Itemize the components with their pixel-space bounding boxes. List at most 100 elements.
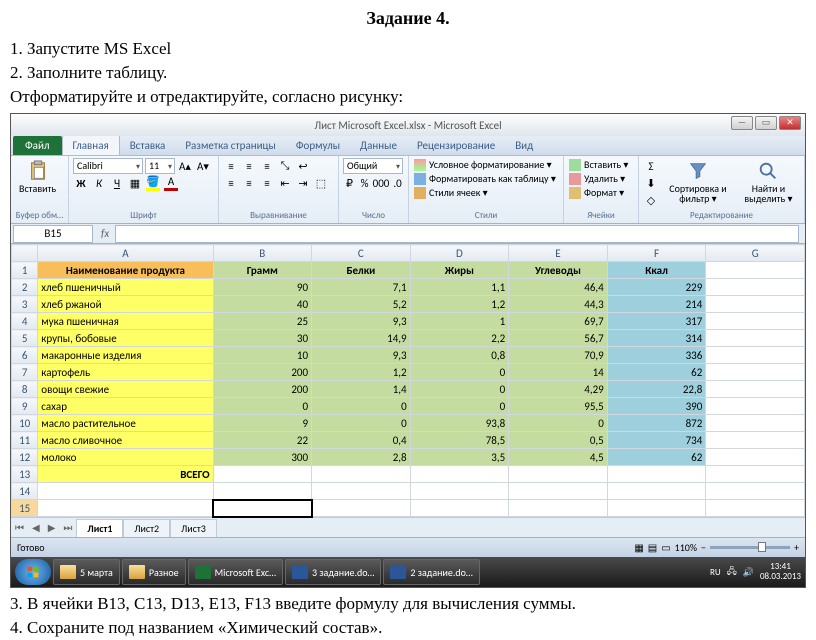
row-header-1[interactable]: 1 xyxy=(12,262,38,279)
find-select-button[interactable]: Найти и выделить ▾ xyxy=(737,158,800,206)
cell-C3[interactable]: 5,2 xyxy=(312,296,411,313)
cell-D13[interactable] xyxy=(410,466,509,483)
row-header-9[interactable]: 9 xyxy=(12,398,38,415)
row-header-12[interactable]: 12 xyxy=(12,449,38,466)
merge-icon[interactable]: ⬚ xyxy=(313,175,329,191)
cell-E13[interactable] xyxy=(509,466,608,483)
cell-A5[interactable]: крупы, бобовые xyxy=(38,330,213,347)
tab-data[interactable]: Данные xyxy=(350,136,407,155)
cell-E10[interactable]: 0 xyxy=(509,415,608,432)
row-header-11[interactable]: 11 xyxy=(12,432,38,449)
cell-D12[interactable]: 3,5 xyxy=(410,449,509,466)
cell-A3[interactable]: хлеб ржаной xyxy=(38,296,213,313)
row-header-14[interactable]: 14 xyxy=(12,483,38,500)
tab-formulas[interactable]: Формулы xyxy=(286,136,350,155)
cell-G5[interactable] xyxy=(706,330,805,347)
cell-C13[interactable] xyxy=(312,466,411,483)
cell-D4[interactable]: 1 xyxy=(410,313,509,330)
cell-C4[interactable]: 9,3 xyxy=(312,313,411,330)
format-cells-button[interactable]: Формат ▾ xyxy=(568,186,634,199)
cell-B14[interactable] xyxy=(213,483,312,500)
cell-B2[interactable]: 90 xyxy=(213,279,312,296)
cell-D3[interactable]: 1,2 xyxy=(410,296,509,313)
cell-B11[interactable]: 22 xyxy=(213,432,312,449)
italic-icon[interactable]: К xyxy=(91,175,107,191)
fill-color-icon[interactable]: 🪣 xyxy=(145,175,161,191)
cell-G1[interactable] xyxy=(706,262,805,279)
format-table-button[interactable]: Форматировать как таблицу ▾ xyxy=(413,172,559,185)
cell-B15[interactable] xyxy=(213,500,312,517)
tab-insert[interactable]: Вставка xyxy=(120,136,176,155)
cell-F15[interactable] xyxy=(607,500,706,517)
cell-E9[interactable]: 95,5 xyxy=(509,398,608,415)
clear-icon[interactable]: ◇ xyxy=(643,192,659,208)
cell-G6[interactable] xyxy=(706,347,805,364)
taskbar-folder-2[interactable]: Разное xyxy=(122,559,186,585)
cell-G7[interactable] xyxy=(706,364,805,381)
row-header-15[interactable]: 15 xyxy=(12,500,38,517)
wrap-text-icon[interactable]: ↩ xyxy=(295,158,311,174)
cell-G13[interactable] xyxy=(706,466,805,483)
tab-file[interactable]: Файл xyxy=(13,136,62,155)
cell-F10[interactable]: 872 xyxy=(607,415,706,432)
delete-cells-button[interactable]: Удалить ▾ xyxy=(568,172,634,185)
cell-G15[interactable] xyxy=(706,500,805,517)
view-layout-icon[interactable]: ▤ xyxy=(648,541,657,554)
col-header-D[interactable]: D xyxy=(410,245,509,262)
col-header-A[interactable]: A xyxy=(38,245,213,262)
row-header-10[interactable]: 10 xyxy=(12,415,38,432)
paste-button[interactable]: Вставить xyxy=(15,158,60,196)
view-normal-icon[interactable]: ▦ xyxy=(634,541,643,554)
cell-E11[interactable]: 0,5 xyxy=(509,432,608,449)
tray-net-icon[interactable]: 🖧 xyxy=(727,564,737,580)
taskbar-excel[interactable]: Microsoft Exc… xyxy=(188,559,283,585)
cell-E8[interactable]: 4,29 xyxy=(509,381,608,398)
zoom-level[interactable]: 110% xyxy=(675,541,697,554)
cell-A10[interactable]: масло растительное xyxy=(38,415,213,432)
cell-B8[interactable]: 200 xyxy=(213,381,312,398)
cell-C9[interactable]: 0 xyxy=(312,398,411,415)
font-name-select[interactable]: Calibri xyxy=(73,158,143,174)
fx-icon[interactable]: fx xyxy=(95,227,115,240)
cell-E1[interactable]: Углеводы xyxy=(509,262,608,279)
row-header-13[interactable]: 13 xyxy=(12,466,38,483)
align-left-icon[interactable]: ≡ xyxy=(223,175,239,191)
taskbar-word-1[interactable]: 3 задание.do… xyxy=(285,559,381,585)
align-right-icon[interactable]: ≡ xyxy=(259,175,275,191)
cell-A7[interactable]: картофель xyxy=(38,364,213,381)
cell-E2[interactable]: 46,4 xyxy=(509,279,608,296)
formula-bar[interactable] xyxy=(115,225,799,243)
row-header-6[interactable]: 6 xyxy=(12,347,38,364)
cell-C2[interactable]: 7,1 xyxy=(312,279,411,296)
cell-G8[interactable] xyxy=(706,381,805,398)
row-header-4[interactable]: 4 xyxy=(12,313,38,330)
cell-E4[interactable]: 69,7 xyxy=(509,313,608,330)
col-header-C[interactable]: C xyxy=(312,245,411,262)
taskbar-folder-1[interactable]: 5 марта xyxy=(53,559,120,585)
cell-B4[interactable]: 25 xyxy=(213,313,312,330)
row-header-3[interactable]: 3 xyxy=(12,296,38,313)
start-button[interactable] xyxy=(15,559,51,585)
cell-D6[interactable]: 0,8 xyxy=(410,347,509,364)
col-header-G[interactable]: G xyxy=(706,245,805,262)
inc-dec-icon[interactable]: .0 xyxy=(391,175,404,191)
cell-E12[interactable]: 4,5 xyxy=(509,449,608,466)
cell-A14[interactable] xyxy=(38,483,213,500)
cell-C12[interactable]: 2,8 xyxy=(312,449,411,466)
cell-G14[interactable] xyxy=(706,483,805,500)
zoom-out-icon[interactable]: − xyxy=(701,541,706,554)
cell-F8[interactable]: 22,8 xyxy=(607,381,706,398)
tray-vol-icon[interactable]: 🔊 xyxy=(743,567,754,578)
tab-layout[interactable]: Разметка страницы xyxy=(175,136,286,155)
border-icon[interactable]: ▦ xyxy=(127,175,143,191)
taskbar-word-2[interactable]: 2 задание.do… xyxy=(383,559,479,585)
tab-nav-prev[interactable]: ◀ xyxy=(28,521,44,534)
shrink-font-icon[interactable]: A▾ xyxy=(195,158,211,174)
cell-styles-button[interactable]: Стили ячеек ▾ xyxy=(413,186,559,199)
cell-B6[interactable]: 10 xyxy=(213,347,312,364)
cell-A6[interactable]: макаронные изделия xyxy=(38,347,213,364)
cell-F9[interactable]: 390 xyxy=(607,398,706,415)
cell-A12[interactable]: молоко xyxy=(38,449,213,466)
cell-C1[interactable]: Белки xyxy=(312,262,411,279)
tab-nav-next[interactable]: ▶ xyxy=(44,521,60,534)
